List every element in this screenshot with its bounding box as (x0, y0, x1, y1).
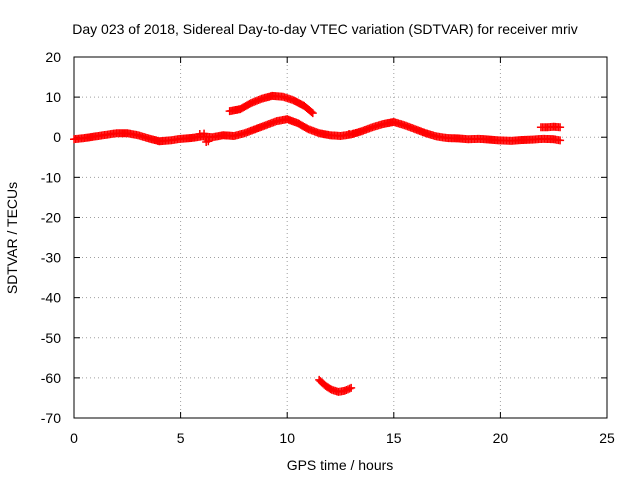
y-tick-label: -20 (41, 209, 61, 225)
chart-title: Day 023 of 2018, Sidereal Day-to-day VTE… (72, 21, 577, 37)
x-tick-label: 15 (386, 430, 402, 446)
data-point (347, 383, 356, 392)
x-axis-title: GPS time / hours (287, 457, 394, 473)
y-tick-label: 0 (53, 129, 61, 145)
x-tick-label: 20 (493, 430, 509, 446)
y-tick-label: 20 (45, 49, 61, 65)
series-upper-arc (225, 91, 317, 118)
x-tick-label: 0 (70, 430, 78, 446)
grid (74, 57, 607, 418)
plot-frame (73, 56, 608, 419)
series-layer (70, 91, 565, 396)
series-late-segment (536, 122, 565, 132)
series-lower-arc (315, 375, 356, 396)
data-point (556, 136, 565, 145)
y-tick-label: -40 (41, 290, 61, 306)
x-tick-label: 25 (599, 430, 615, 446)
series-scattered-points (195, 129, 358, 147)
y-axis-title: SDTVAR / TECUs (4, 182, 20, 294)
series-main-trace (70, 115, 565, 146)
y-tick-label: -10 (41, 169, 61, 185)
data-point (200, 129, 209, 138)
y-tick-label: 10 (45, 89, 61, 105)
data-point (204, 137, 213, 146)
axis-ticks: 0 5 10 15 20 25 -70 -60 -50 -40 -30 -20 -10 0 10 20 (41, 49, 615, 446)
x-tick-label: 10 (279, 430, 295, 446)
trace-marker (307, 108, 316, 117)
data-point (556, 123, 565, 132)
data-point (349, 129, 358, 138)
y-tick-label: -30 (41, 250, 61, 266)
y-tick-label: -60 (41, 370, 61, 386)
x-tick-label: 5 (177, 430, 185, 446)
y-tick-label: -50 (41, 330, 61, 346)
data-point (308, 109, 317, 118)
y-tick-label: -70 (41, 410, 61, 426)
